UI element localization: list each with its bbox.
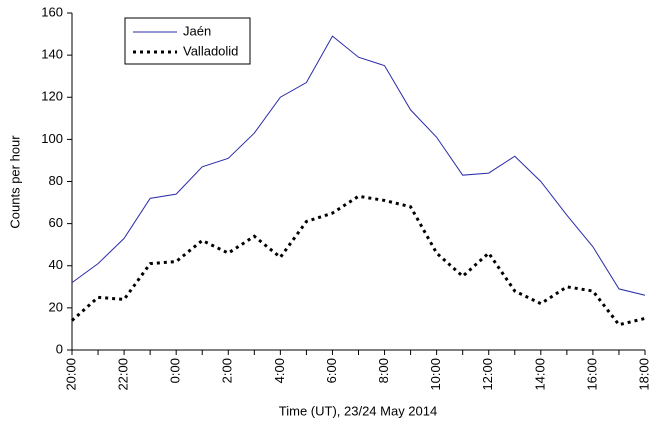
x-tick-label: 4:00: [272, 358, 287, 383]
y-tick-label: 100: [41, 131, 63, 146]
y-tick-label: 0: [56, 341, 63, 356]
y-tick-label: 120: [41, 89, 63, 104]
x-tick-label: 6:00: [324, 358, 339, 383]
x-tick-label: 12:00: [480, 358, 495, 391]
y-tick-label: 80: [49, 173, 63, 188]
x-tick-label: 22:00: [116, 358, 131, 391]
x-tick-label: 20:00: [63, 358, 78, 391]
y-tick-label: 140: [41, 47, 63, 62]
x-axis-title: Time (UT), 23/24 May 2014: [279, 403, 437, 418]
x-tick-label: 18:00: [636, 358, 651, 391]
legend-label: Jaén: [183, 23, 211, 38]
x-tick-label: 8:00: [376, 358, 391, 383]
x-tick-label: 10:00: [428, 358, 443, 391]
y-tick-label: 60: [49, 215, 63, 230]
series-line: [71, 35, 646, 296]
y-tick-label: 40: [49, 257, 63, 272]
y-tick-label: 160: [41, 4, 63, 19]
y-tick-label: 20: [49, 299, 63, 314]
series-line: [71, 194, 646, 327]
x-tick-label: 0:00: [168, 358, 183, 383]
x-tick-label: 14:00: [532, 358, 547, 391]
y-axis-title: Counts per hour: [7, 135, 22, 229]
x-tick-label: 2:00: [220, 358, 235, 383]
legend-label: Valladolid: [183, 43, 238, 58]
legend-box: [124, 17, 251, 65]
x-tick-label: 16:00: [584, 358, 599, 391]
